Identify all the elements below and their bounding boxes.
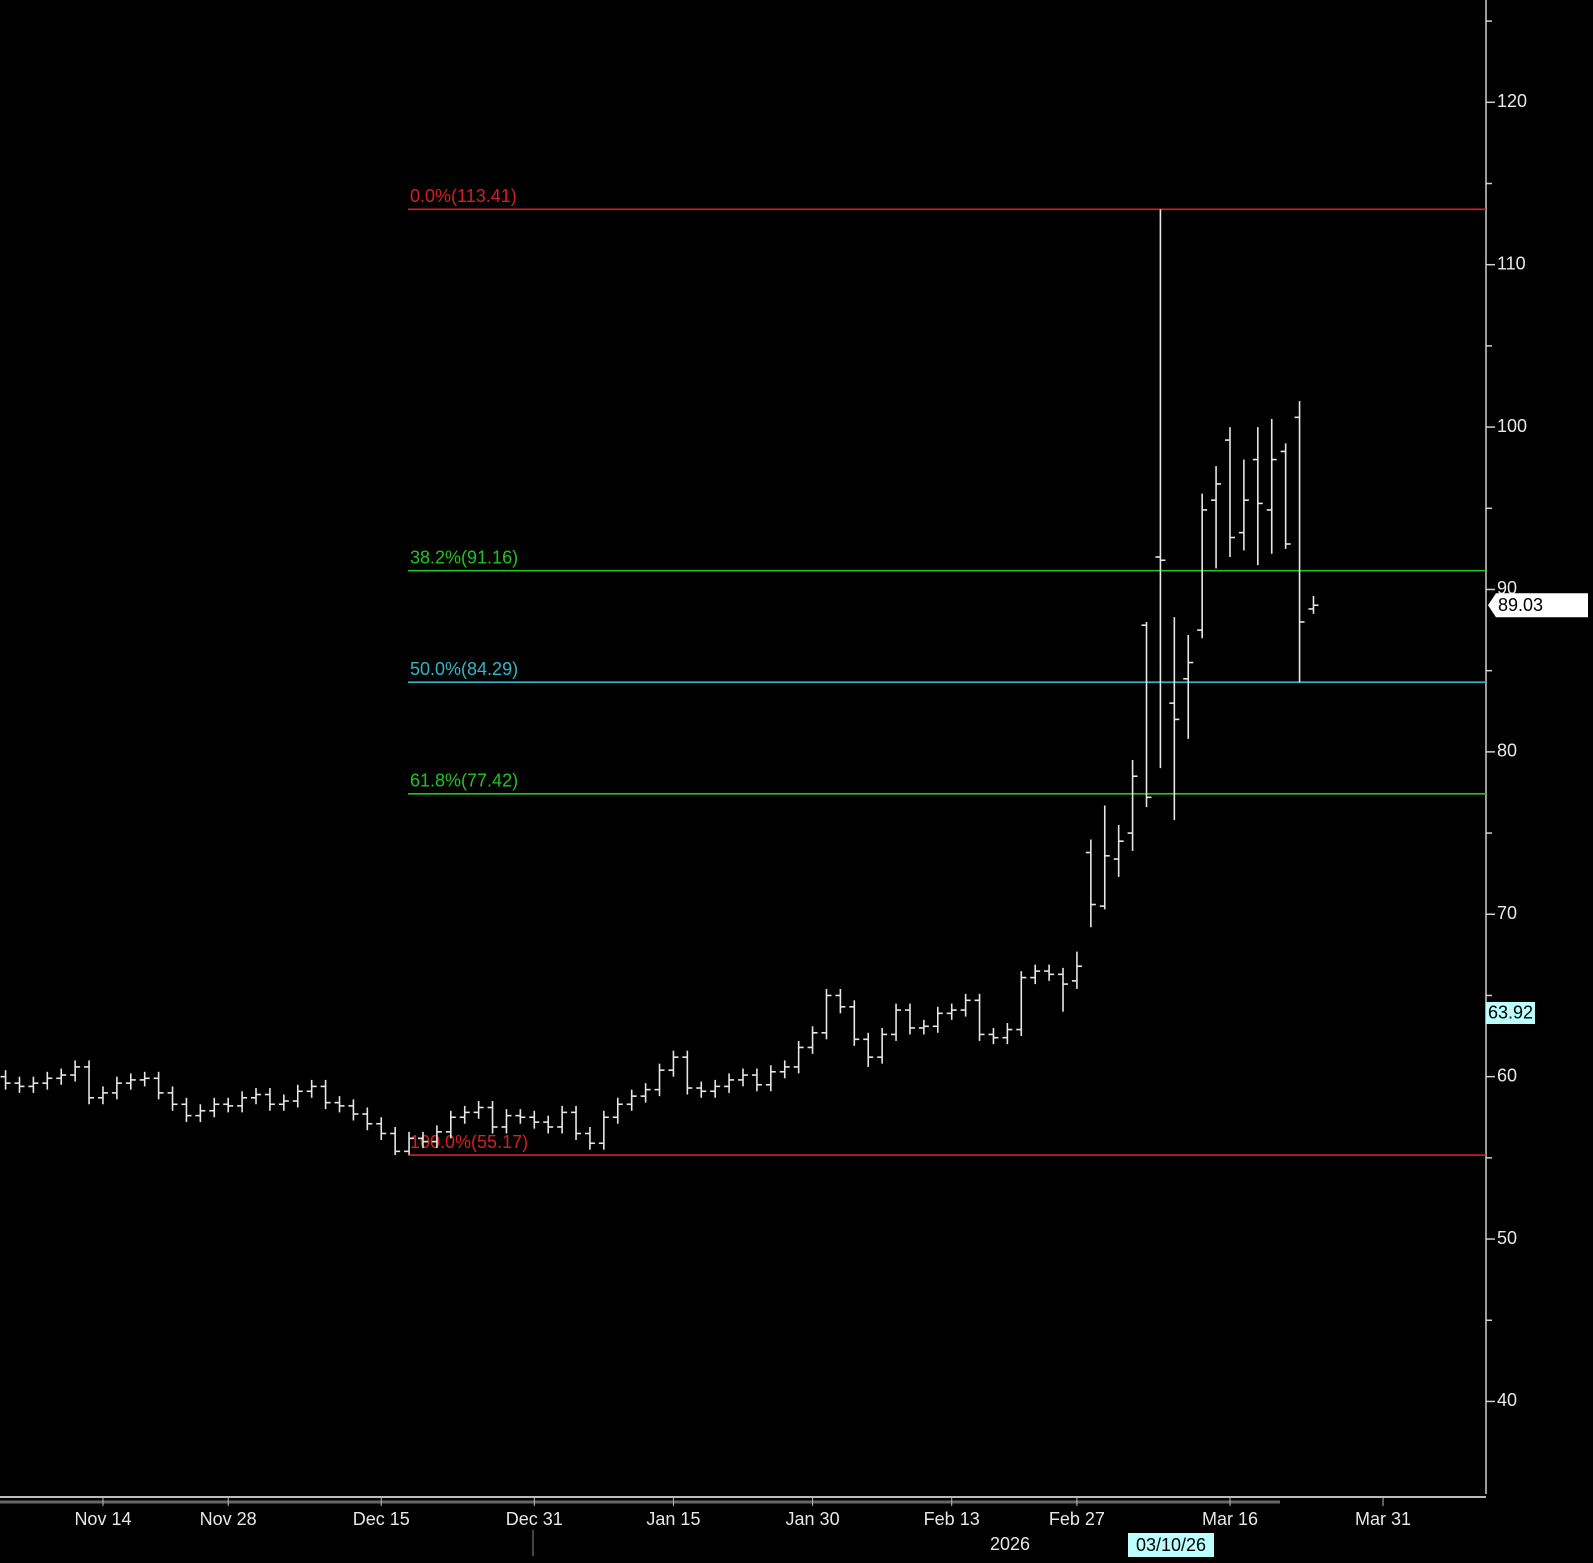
y-tick-label: 60 [1497, 1065, 1517, 1085]
cursor-label-box [1128, 1533, 1214, 1557]
x-tick-label: Dec 15 [353, 1509, 410, 1529]
y-tick-label: 50 [1497, 1228, 1517, 1248]
year-label: 2026 [990, 1534, 1030, 1554]
cursor-label: 03/10/26 [1136, 1535, 1206, 1555]
marker-value-box [1486, 1001, 1535, 1024]
fib-level-label: 61.8%(77.42) [410, 771, 518, 791]
y-tick-label: 70 [1497, 903, 1517, 923]
x-tick-label: Nov 14 [74, 1509, 131, 1529]
last-price-label: 89.03 [1498, 595, 1543, 615]
x-tick-label: Dec 31 [506, 1509, 563, 1529]
last-price-box [1488, 593, 1588, 618]
y-tick-label: 90 [1497, 578, 1517, 598]
fib-level-label: 50.0%(84.29) [410, 659, 518, 679]
x-tick-label: Mar 31 [1355, 1509, 1411, 1529]
x-tick-label: Feb 27 [1049, 1509, 1105, 1529]
fib-level-label: 0.0%(113.41) [410, 186, 517, 206]
fib-level-label: 100.0%(55.17) [410, 1132, 528, 1152]
y-tick-label: 80 [1497, 741, 1517, 761]
y-tick-label: 40 [1497, 1390, 1517, 1410]
y-tick-label: 120 [1497, 91, 1527, 111]
marker-value-label: 63.92 [1488, 1003, 1533, 1023]
x-tick-label: Nov 28 [200, 1509, 257, 1529]
y-tick-label: 100 [1497, 416, 1527, 436]
fib-level-label: 38.2%(91.16) [410, 547, 518, 567]
x-tick-label: Jan 30 [786, 1509, 840, 1529]
x-tick-label: Mar 16 [1202, 1509, 1258, 1529]
x-tick-label: Jan 15 [646, 1509, 700, 1529]
y-tick-label: 110 [1497, 253, 1526, 273]
x-tick-label: Feb 13 [924, 1509, 980, 1529]
